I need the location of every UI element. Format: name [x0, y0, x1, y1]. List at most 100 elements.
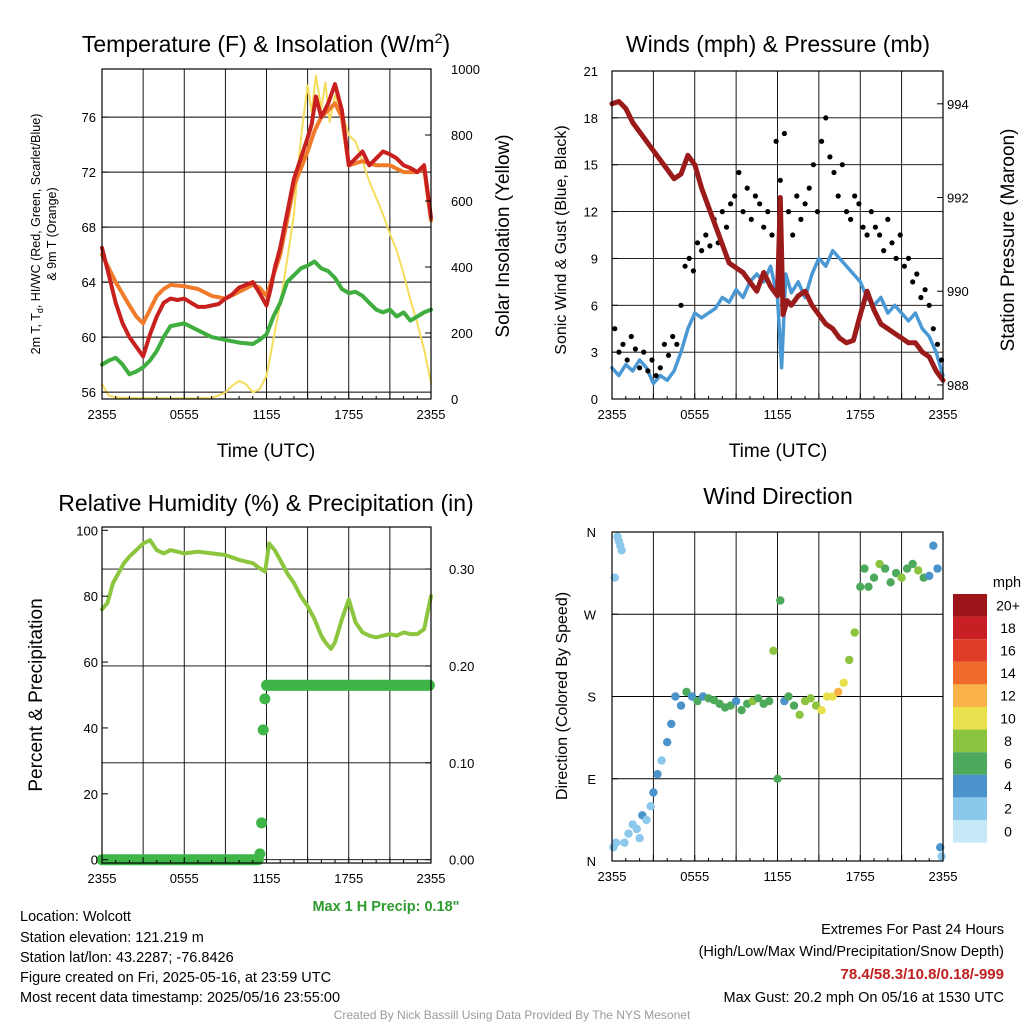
- direction-point: [635, 834, 644, 843]
- legend-swatch: [953, 797, 987, 820]
- direction-point: [856, 582, 865, 591]
- temperature-grid: [102, 69, 431, 399]
- x-tick-label: 1755: [334, 407, 363, 422]
- gust-point: [785, 209, 792, 215]
- direction-title: Wind Direction: [703, 483, 853, 509]
- direction-panel: Wind Direction 2355 0555 1155 1755 2355NESWN…: [554, 483, 1021, 884]
- winds-xlabel: Time (UTC): [729, 441, 828, 462]
- direction-point: [914, 566, 923, 575]
- legend-label: 6: [1004, 756, 1012, 772]
- direction-point: [795, 710, 804, 719]
- gust-point: [802, 201, 808, 207]
- gust-point: [653, 373, 659, 379]
- y-tick-label: 20: [84, 787, 98, 802]
- station-latlon: Station lat/lon: 43.2287; -76.8426: [20, 950, 234, 966]
- gust-point: [645, 368, 651, 374]
- gust-point: [819, 138, 825, 144]
- gust-point: [930, 326, 936, 332]
- x-tick-label: 1755: [846, 407, 875, 422]
- direction-point: [611, 838, 621, 847]
- legend-label: 10: [1000, 710, 1016, 726]
- direction-point: [937, 852, 946, 861]
- recent-timestamp: Most recent data timestamp: 2025/05/16 2…: [20, 990, 340, 1006]
- legend-swatch: [953, 639, 987, 662]
- insolation-line: [101, 74, 432, 400]
- x-tick-label: 1155: [764, 407, 792, 422]
- gust-point: [612, 326, 618, 332]
- direction-point: [657, 756, 666, 765]
- direction-point: [860, 564, 869, 573]
- gust-point: [831, 169, 837, 176]
- gust-point: [736, 169, 742, 176]
- gust-point: [757, 201, 763, 207]
- gust-point: [752, 193, 759, 199]
- direction-point: [649, 788, 658, 797]
- gust-point: [740, 209, 746, 215]
- temperature-panel: Temperature (F) & Insolation (W/m2) 2355…: [29, 30, 514, 462]
- gust-point: [860, 224, 866, 230]
- y-tick-label: S: [587, 690, 596, 705]
- x-tick-label: 2355: [598, 869, 627, 884]
- gust-point: [934, 341, 941, 347]
- direction-point: [731, 696, 741, 706]
- direction-point: [646, 802, 655, 811]
- y2-tick-label: 0.10: [449, 756, 474, 771]
- gust-point: [868, 209, 874, 215]
- extremes-block: Extremes For Past 24 Hours (High/Low/Max…: [699, 922, 1004, 1006]
- direction-ylabel-left: Direction (Colored By Speed): [554, 592, 571, 800]
- gust-point: [835, 193, 841, 199]
- y-tick-label: 21: [584, 64, 598, 79]
- gust-point: [794, 193, 800, 199]
- gust-point: [657, 365, 663, 371]
- humidity-ylabel-left: Percent & Precipitation: [26, 598, 47, 791]
- direction-point: [864, 582, 873, 591]
- direction-point: [676, 701, 686, 710]
- direction-point: [936, 843, 945, 852]
- y-tick-label: 15: [584, 158, 598, 173]
- station-location: Location: Wolcott: [20, 909, 131, 925]
- direction-point: [869, 573, 879, 582]
- legend-label: 8: [1004, 733, 1012, 749]
- direction-point: [773, 774, 782, 783]
- y-tick-label: 100: [76, 523, 98, 538]
- gust-point: [823, 115, 829, 121]
- direction-point: [839, 678, 848, 687]
- extremes-values: 78.4/58.3/10.8/0.18/-999: [841, 966, 1004, 983]
- gust-point: [670, 333, 676, 340]
- legend-label: 18: [1000, 620, 1016, 636]
- direction-point: [817, 706, 826, 715]
- direction-point: [613, 532, 622, 541]
- credit-line: Created By Nick Bassill Using Data Provi…: [334, 1008, 691, 1022]
- legend-swatch: [953, 707, 987, 730]
- precip-point: [423, 679, 435, 691]
- temp-2m-line: [100, 82, 433, 359]
- y-tick-label: 3: [591, 345, 598, 360]
- direction-series: [609, 532, 946, 861]
- gust-point: [641, 349, 647, 355]
- gust-point: [732, 193, 738, 199]
- x-tick-label: 0555: [170, 407, 199, 422]
- direction-point: [897, 573, 906, 582]
- gust-point: [723, 224, 730, 230]
- legend-swatch: [953, 616, 987, 640]
- legend-swatch: [953, 594, 987, 617]
- x-tick-label: 1755: [334, 871, 363, 886]
- direction-point: [925, 571, 934, 581]
- gust-point: [761, 224, 767, 230]
- gust-point: [703, 232, 709, 238]
- gust-point: [810, 162, 817, 168]
- precip-point: [256, 817, 268, 829]
- gust-point: [881, 248, 887, 254]
- legend-label: 2: [1004, 801, 1012, 817]
- temperature-title: Temperature (F) & Insolation (W/m2): [82, 30, 450, 57]
- direction-point: [850, 628, 859, 637]
- gust-point: [769, 232, 775, 238]
- x-tick-label: 1155: [764, 869, 792, 884]
- y2-tick-label: 1000: [451, 62, 480, 77]
- gust-point: [773, 138, 779, 144]
- y-tick-label: 56: [82, 385, 96, 400]
- y-tick-label: 60: [82, 330, 96, 345]
- y2-tick-label: 400: [451, 260, 473, 275]
- winds-series: [609, 99, 946, 386]
